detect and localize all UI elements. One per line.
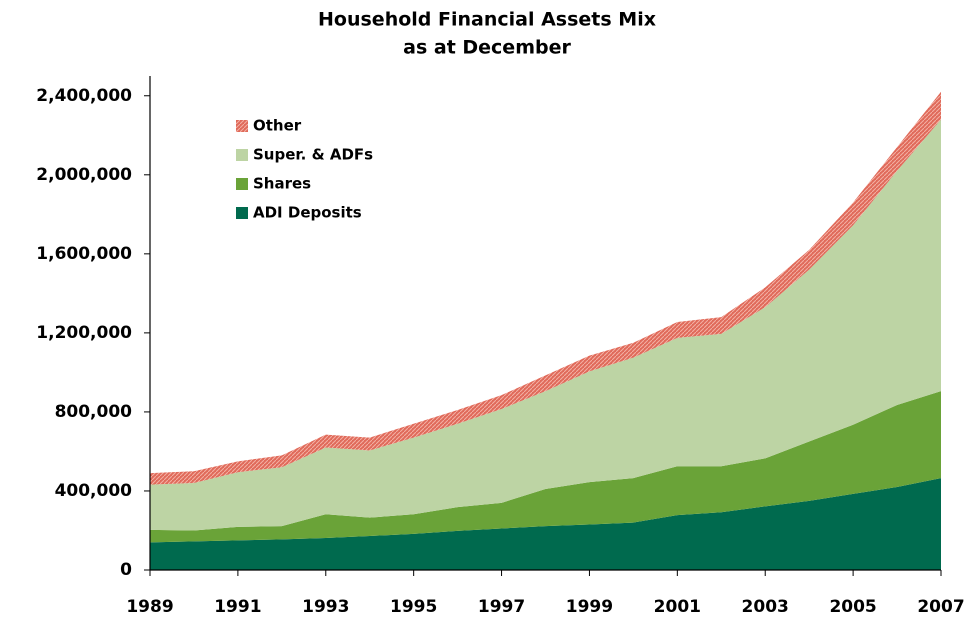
legend-label: Super. & ADFs <box>253 146 373 164</box>
x-tick-label: 1999 <box>566 597 613 617</box>
y-tick-label: 0 <box>120 560 132 580</box>
x-tick-label: 1989 <box>126 597 173 617</box>
area <box>150 119 941 531</box>
x-tick-label: 1995 <box>390 597 437 617</box>
legend-swatch <box>236 120 248 132</box>
y-tick-label: 1,200,000 <box>36 323 132 343</box>
y-tick-label: 400,000 <box>55 481 133 501</box>
legend-label: Other <box>253 117 302 135</box>
chart-title: Household Financial Assets Mix <box>318 9 656 31</box>
area <box>150 91 941 485</box>
legend-label: Shares <box>253 175 311 193</box>
legend-swatch <box>236 178 248 190</box>
x-tick-label: 2001 <box>654 597 701 617</box>
y-tick-label: 800,000 <box>55 402 133 422</box>
chart-subtitle: as at December <box>403 37 571 59</box>
area <box>150 478 941 570</box>
y-tick-label: 1,600,000 <box>36 244 132 264</box>
y-tick-label: 2,400,000 <box>36 86 132 106</box>
legend-label: ADI Deposits <box>253 204 362 222</box>
x-tick-label: 2003 <box>742 597 789 617</box>
y-tick-label: 2,000,000 <box>36 165 132 185</box>
x-tick-label: 1997 <box>478 597 525 617</box>
legend-swatch <box>236 207 248 219</box>
x-tick-label: 2007 <box>917 597 964 617</box>
x-tick-label: 1991 <box>214 597 261 617</box>
x-tick-label: 2005 <box>829 597 876 617</box>
legend-swatch <box>236 149 248 161</box>
area <box>150 391 941 543</box>
x-tick-label: 1993 <box>302 597 349 617</box>
